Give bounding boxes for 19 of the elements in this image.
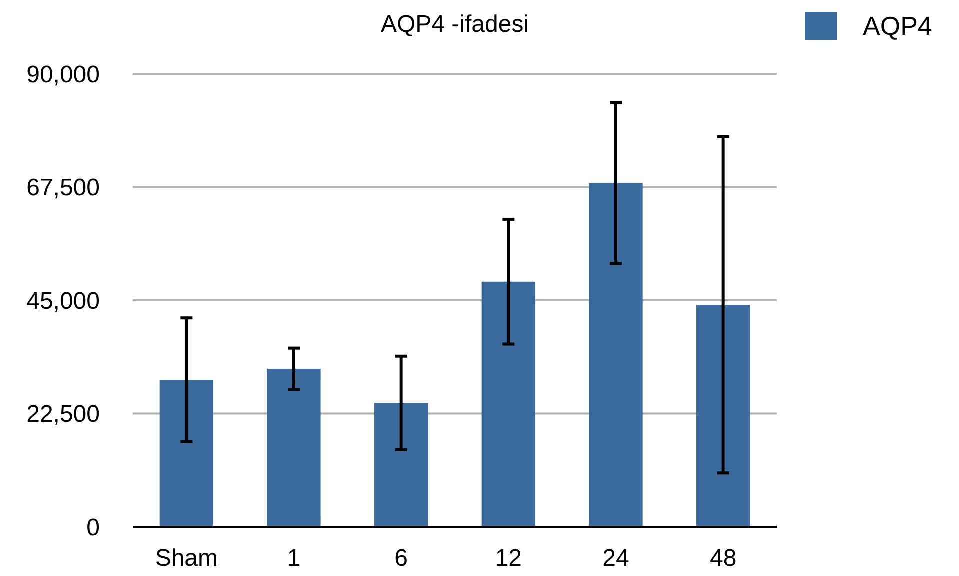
- y-tick-label: 45,000: [26, 288, 100, 315]
- x-tick-label: 24: [602, 545, 630, 572]
- chart-title: AQP4 -ifadesi: [380, 11, 530, 38]
- bar: [482, 282, 536, 527]
- x-tick-label: 12: [495, 545, 522, 572]
- bar: [589, 183, 643, 527]
- bar: [160, 380, 214, 527]
- x-tick-label: 48: [710, 545, 737, 572]
- bar: [374, 403, 428, 527]
- x-tick-label: 6: [394, 545, 408, 572]
- y-tick-label: 0: [86, 514, 100, 542]
- y-tick-label: 67,500: [26, 174, 100, 202]
- x-tick-label: Sham: [155, 545, 218, 572]
- y-tick-label: 90,000: [26, 61, 100, 88]
- y-tick-label: 22,500: [26, 401, 100, 428]
- bar: [696, 305, 750, 527]
- legend-label: AQP4: [863, 11, 932, 42]
- x-tick-label: 1: [287, 545, 301, 572]
- bar: [267, 368, 321, 527]
